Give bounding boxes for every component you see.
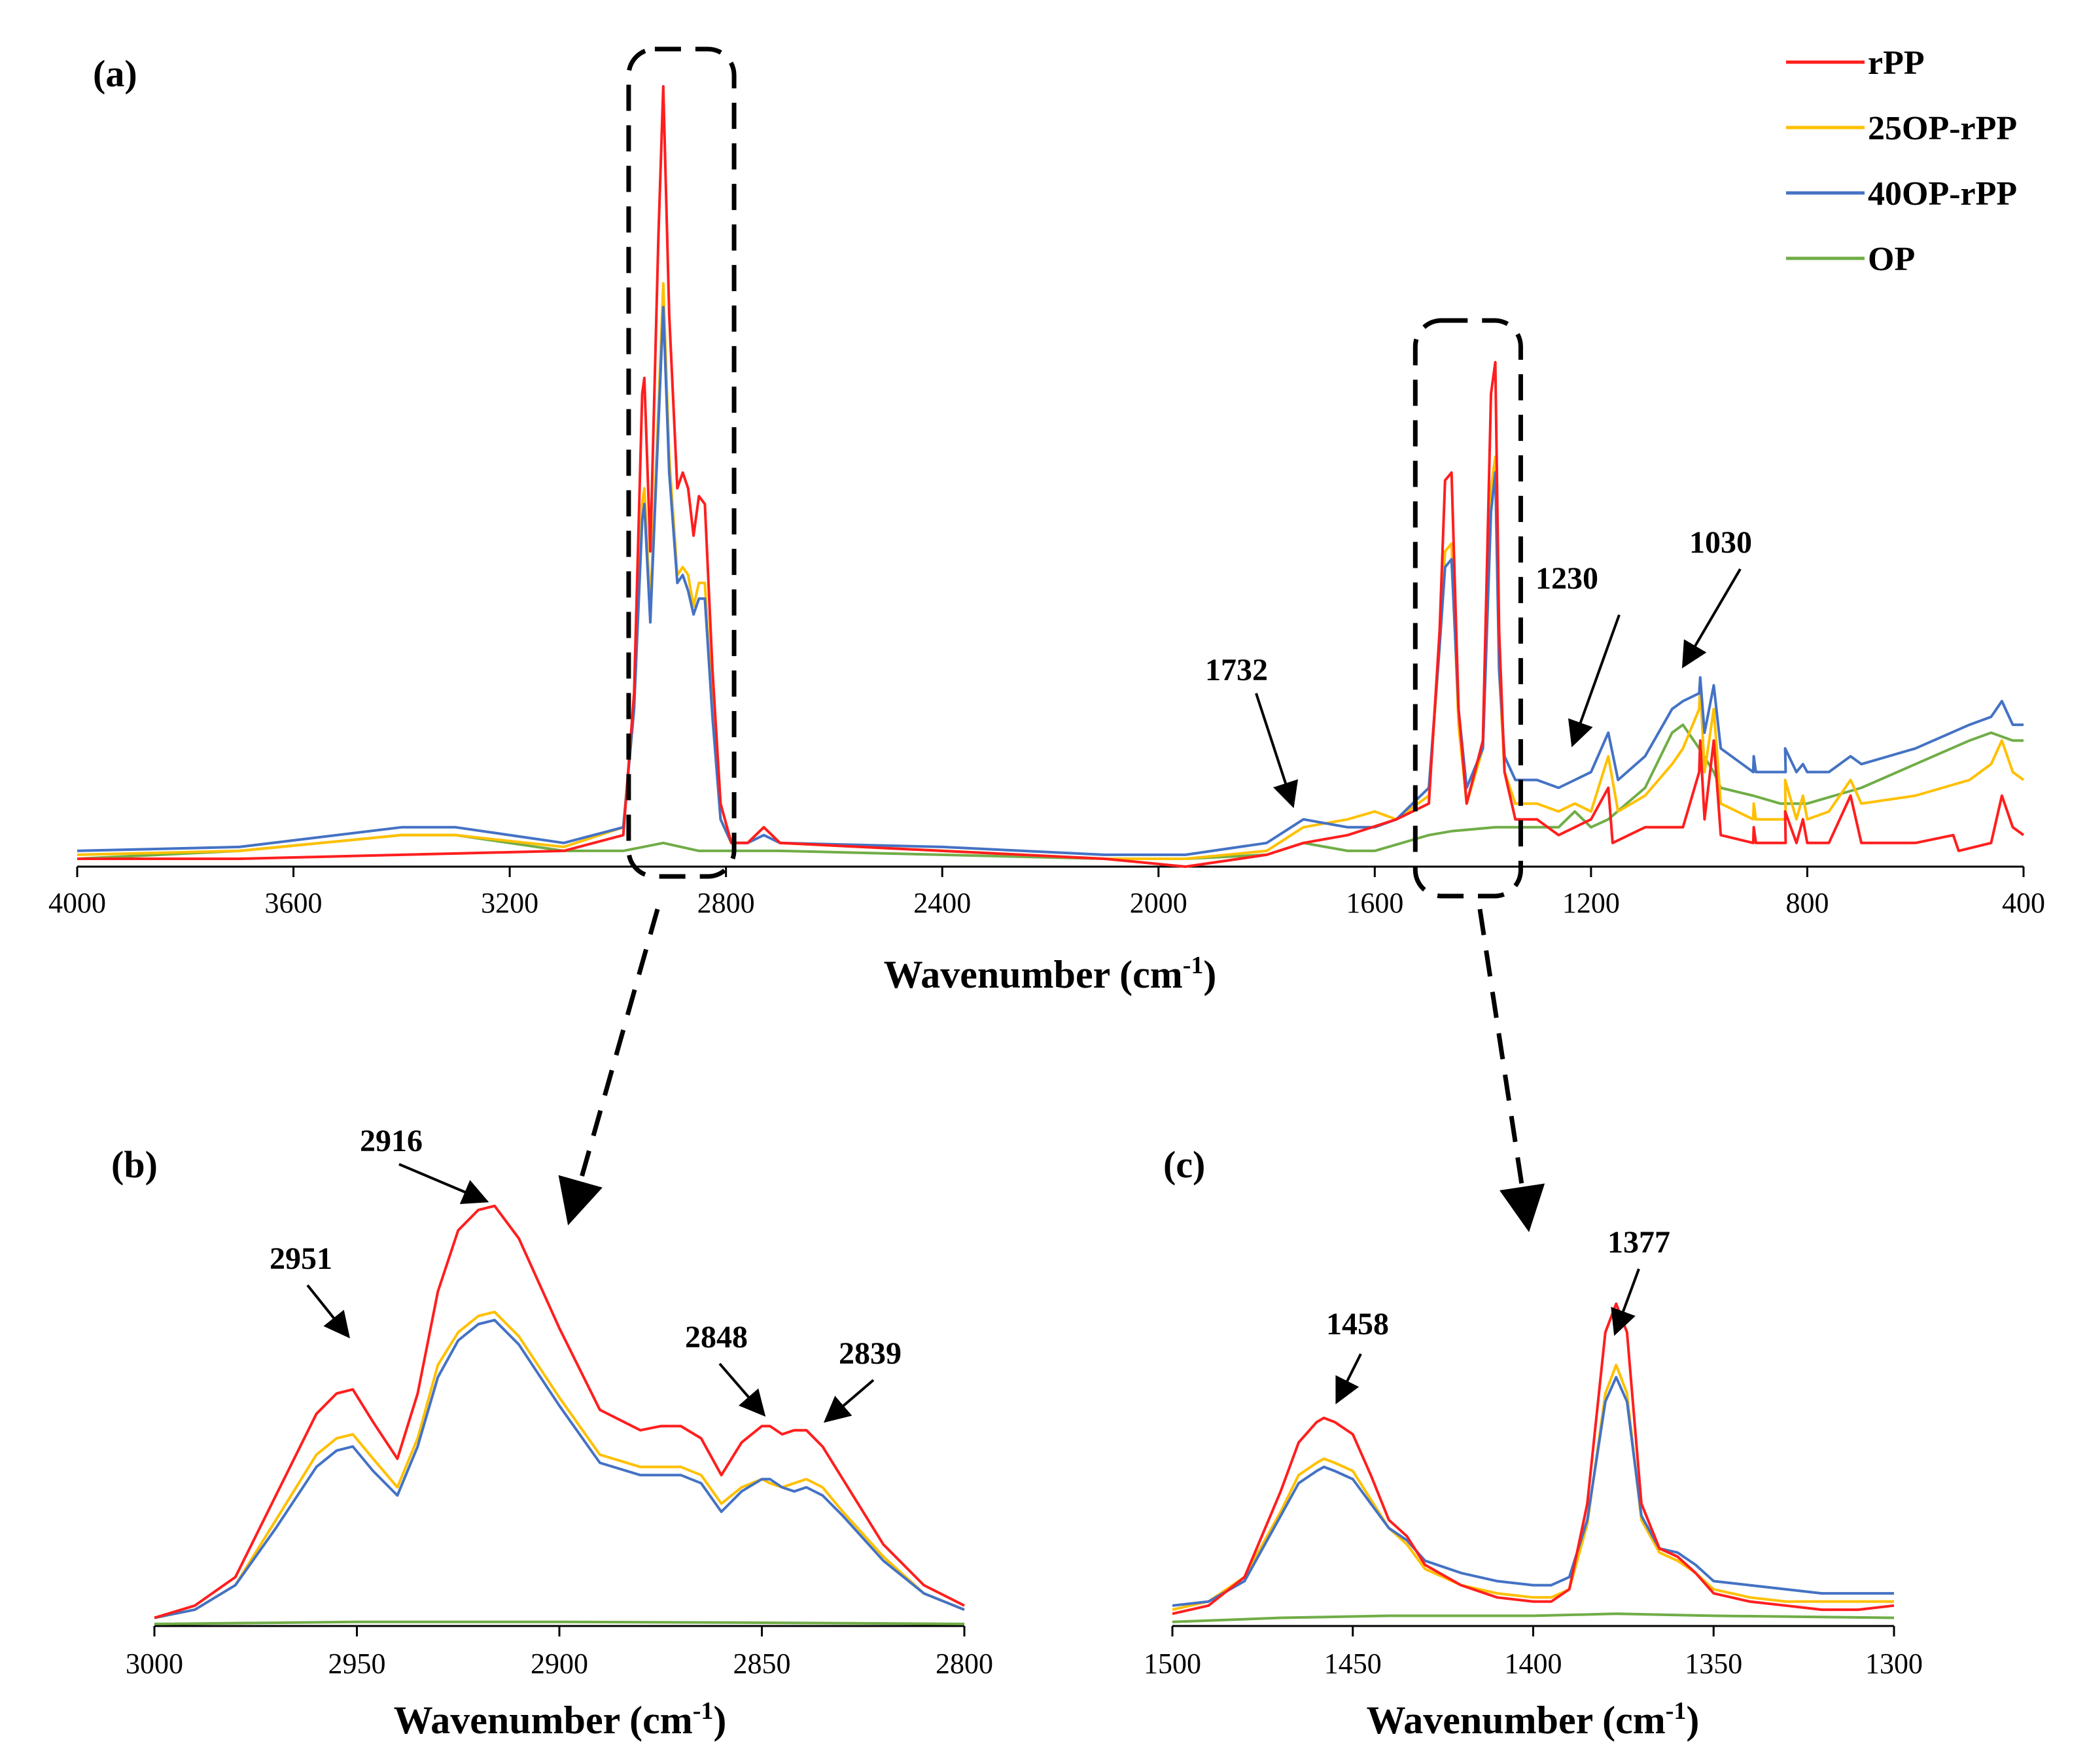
panel-label-a: (a) xyxy=(93,52,137,95)
x-tick-label: 1500 xyxy=(1144,1648,1201,1680)
x-tick-label: 1600 xyxy=(1346,887,1403,919)
x-axis-title: Wavenumber (cm-1) xyxy=(884,952,1217,996)
x-tick-label: 3600 xyxy=(265,887,323,919)
zoom-connector-c xyxy=(1477,908,1545,1232)
x-tick-label: 1450 xyxy=(1324,1648,1382,1680)
series-line-40OP-rPP xyxy=(1172,1375,1894,1607)
x-tick-label: 2900 xyxy=(531,1648,588,1680)
series-line-OP xyxy=(1172,1612,1895,1623)
x-tick-label: 800 xyxy=(1785,887,1829,919)
annotation-label: 2916 xyxy=(360,1124,423,1158)
x-tick-label: 2800 xyxy=(697,887,755,919)
annotation-arrow xyxy=(1335,1353,1362,1405)
annotation-arrow xyxy=(306,1284,350,1339)
x-tick-label: 2950 xyxy=(328,1648,386,1680)
x-axis-title: Wavenumber (cm-1) xyxy=(1367,1697,1700,1742)
x-tick-label: 400 xyxy=(2002,887,2045,919)
zoom-connector-b xyxy=(558,908,660,1226)
series-line-OP xyxy=(77,723,2024,860)
panel-label-b: (b) xyxy=(111,1143,158,1186)
series-line-40OP-rPP xyxy=(77,305,2024,856)
annotation-arrow xyxy=(1611,1268,1640,1336)
legend-label-25OP-rPP: 25OP-rPP xyxy=(1868,110,2017,147)
x-tick-label: 2800 xyxy=(936,1648,993,1680)
series-line-40OP-rPP xyxy=(154,1319,965,1619)
series-line-rPP xyxy=(154,1204,965,1619)
x-axis-title: Wavenumber (cm-1) xyxy=(394,1697,727,1742)
annotation-label: 1458 xyxy=(1326,1307,1389,1341)
x-tick-label: 1400 xyxy=(1505,1648,1562,1680)
zoom-box-b xyxy=(626,46,737,879)
annotation-label: 1732 xyxy=(1205,653,1268,687)
series-line-rPP xyxy=(1172,1302,1895,1616)
x-tick-label: 1350 xyxy=(1685,1648,1742,1680)
chart-panel-b: 3000 2950 2900 2850 2800 Wavenumber (cm-1) (b) xyxy=(111,1143,993,1742)
chart-panel-a: 4000 3600 3200 2800 2400 2000 1600 1200 800 400 Wa… xyxy=(48,52,2045,996)
annotation-label: 1377 xyxy=(1607,1225,1670,1260)
panel-label-c: (c) xyxy=(1163,1143,1205,1186)
annotation-label: 1230 xyxy=(1535,561,1598,596)
x-tick-label: 1300 xyxy=(1865,1648,1923,1680)
x-tick-label: 3000 xyxy=(126,1648,183,1680)
legend-label-OP: OP xyxy=(1868,241,1915,278)
annotation-label: 2848 xyxy=(685,1320,748,1355)
chart-panel-c: 1500 1450 1400 1350 1300 Wavenumber (cm-1) (c) xyxy=(1144,1143,1923,1742)
x-tick-label: 2000 xyxy=(1130,887,1187,919)
series-line-OP xyxy=(154,1620,965,1625)
x-tick-label: 4000 xyxy=(48,887,106,919)
x-tick-label: 2400 xyxy=(913,887,971,919)
series-line-25OP-rPP xyxy=(154,1310,965,1619)
x-tick-label: 1200 xyxy=(1562,887,1620,919)
annotation-label: 1030 xyxy=(1689,525,1752,560)
annotation-arrow xyxy=(1568,614,1621,748)
legend-label-rPP: rPP xyxy=(1868,44,1925,82)
legend: rPP 25OP-rPP 40OP-rPP OP xyxy=(1786,44,2017,278)
annotation-arrow xyxy=(398,1163,489,1204)
series-line-25OP-rPP xyxy=(77,282,2025,860)
zoom-box-c xyxy=(1412,318,1523,899)
x-tick-label: 2850 xyxy=(733,1648,791,1680)
annotation-label: 2951 xyxy=(270,1241,332,1276)
annotation-label: 2839 xyxy=(839,1336,902,1371)
annotation-arrow xyxy=(718,1362,766,1417)
series-line-25OP-rPP xyxy=(1172,1363,1894,1612)
annotation-arrow xyxy=(1681,568,1742,668)
legend-label-40OP-rPP: 40OP-rPP xyxy=(1868,175,2017,213)
x-tick-label: 3200 xyxy=(481,887,538,919)
annotation-arrow xyxy=(823,1379,875,1423)
series-line-rPP xyxy=(77,85,2025,868)
annotation-arrow xyxy=(1255,693,1299,808)
